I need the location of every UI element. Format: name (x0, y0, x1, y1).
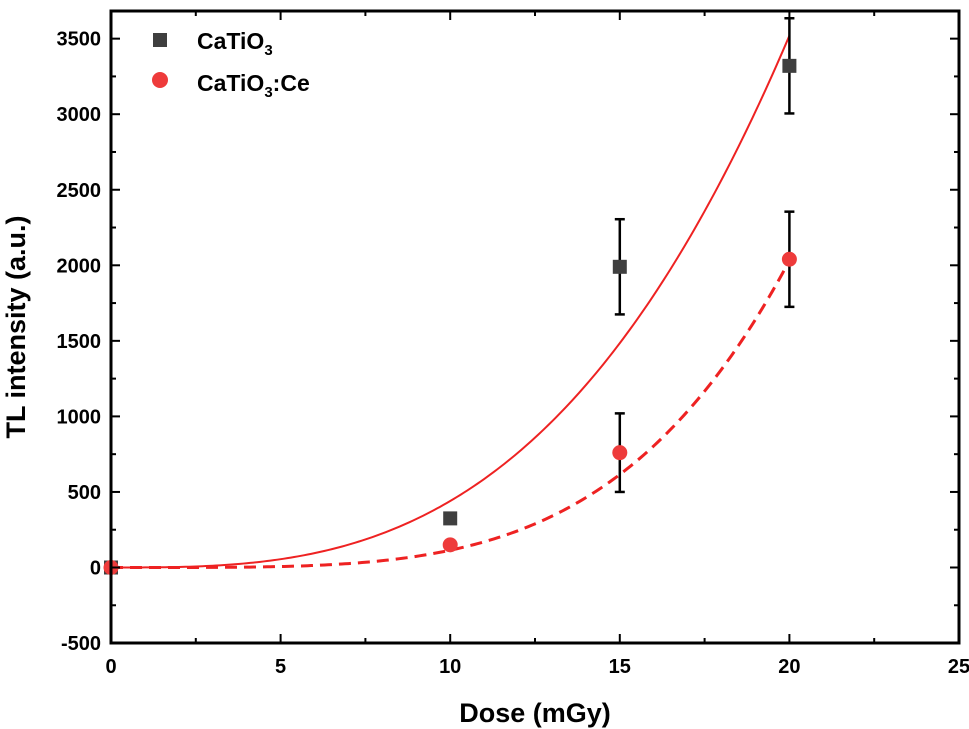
plot-frame (109, 9, 961, 645)
fit-curves (111, 35, 791, 569)
point-square-0 (782, 58, 797, 73)
y-tick-label: 500 (68, 482, 101, 504)
y-tick-label: 1500 (57, 331, 102, 353)
legend-marker-catio3-ce (152, 72, 168, 88)
data-points (103, 58, 797, 575)
point-circle-1 (781, 251, 797, 267)
legend: CaTiO3 CaTiO3:Ce (152, 28, 310, 101)
y-axis-label: TL intensity (a.u.) (1, 215, 31, 438)
axis-ticks: 0 5 10 15 20 25-50005001000150020002500300035… (57, 11, 969, 678)
x-axis-label: Dose (mGy) (459, 698, 611, 728)
legend-marker-catio3 (153, 33, 167, 47)
y-tick-label: 2500 (57, 180, 102, 202)
x-tick-label: 0 (105, 656, 116, 678)
fit-curve-series-0 (111, 35, 791, 569)
x-tick-label: 5 (275, 656, 286, 678)
x-tick-label: 10 (439, 656, 461, 678)
legend-label-catio3-ce: CaTiO3:Ce (197, 70, 310, 101)
y-tick-label: 3000 (57, 104, 102, 126)
y-tick-label: 2000 (57, 255, 102, 277)
y-tick-label: 0 (90, 558, 101, 580)
y-tick-label: -500 (61, 633, 101, 655)
x-tick-label: 25 (948, 656, 969, 678)
point-square-0 (443, 511, 458, 526)
point-circle-1 (442, 537, 458, 553)
point-circle-1 (612, 445, 628, 461)
legend-label-catio3: CaTiO3 (197, 28, 273, 59)
point-square-0 (612, 259, 627, 274)
y-tick-label: 1000 (57, 406, 102, 428)
error-bars (614, 17, 795, 494)
x-tick-label: 20 (778, 656, 800, 678)
x-tick-label: 15 (609, 656, 631, 678)
y-tick-label: 3500 (57, 29, 102, 51)
